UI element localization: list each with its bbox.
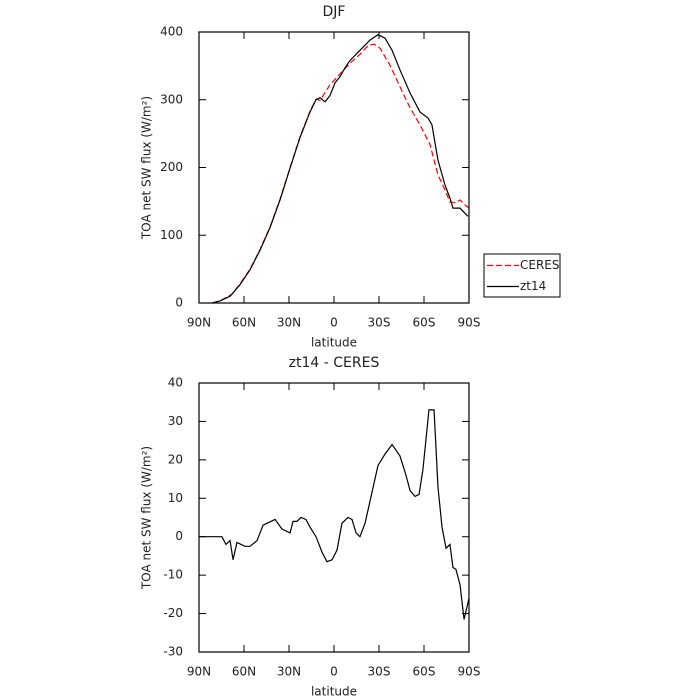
legend-label: zt14: [520, 279, 546, 293]
legend-label: CERES: [520, 258, 560, 272]
y-tick-label: 400: [160, 25, 183, 39]
y-tick-label: 200: [160, 160, 183, 174]
data-line: [212, 43, 470, 304]
legend-box: [483, 253, 561, 298]
chart-title: DJF: [323, 4, 346, 20]
x-tick-label: 90N: [187, 665, 211, 679]
y-tick-label: -20: [163, 606, 183, 620]
x-tick-label: 60S: [413, 316, 436, 330]
x-tick-label: 90N: [187, 316, 211, 330]
x-tick-label: 30S: [368, 316, 391, 330]
x-tick-label: 30N: [277, 665, 301, 679]
plot-frame: [198, 31, 470, 304]
x-tick-label: 90S: [458, 316, 481, 330]
y-axis-label: TOA net SW flux (W/m²): [140, 96, 154, 240]
x-axis-label: latitude: [311, 336, 357, 350]
y-tick-label: 40: [168, 376, 183, 390]
y-axis-label: TOA net SW flux (W/m²): [140, 446, 154, 590]
y-tick-label: -10: [163, 568, 183, 582]
y-tick-label: -30: [163, 645, 183, 659]
y-tick-label: 20: [168, 452, 183, 466]
plot-frame: [198, 382, 470, 653]
data-line: [211, 34, 469, 304]
y-tick-label: 100: [160, 228, 183, 242]
y-tick-label: 0: [175, 529, 183, 543]
x-tick-label: 90S: [458, 665, 481, 679]
data-line: [199, 409, 470, 620]
x-tick-label: 60N: [232, 316, 256, 330]
y-tick-label: 300: [160, 92, 183, 106]
x-tick-label: 0: [330, 316, 338, 330]
x-tick-label: 60S: [413, 665, 436, 679]
y-tick-label: 0: [175, 296, 183, 310]
x-tick-label: 30S: [368, 665, 391, 679]
x-tick-label: 0: [330, 665, 338, 679]
chart-title: zt14 - CERES: [289, 355, 380, 371]
y-tick-label: 30: [168, 414, 183, 428]
x-axis-label: latitude: [311, 685, 357, 699]
x-tick-label: 60N: [232, 665, 256, 679]
y-tick-label: 10: [168, 491, 183, 505]
x-tick-label: 30N: [277, 316, 301, 330]
